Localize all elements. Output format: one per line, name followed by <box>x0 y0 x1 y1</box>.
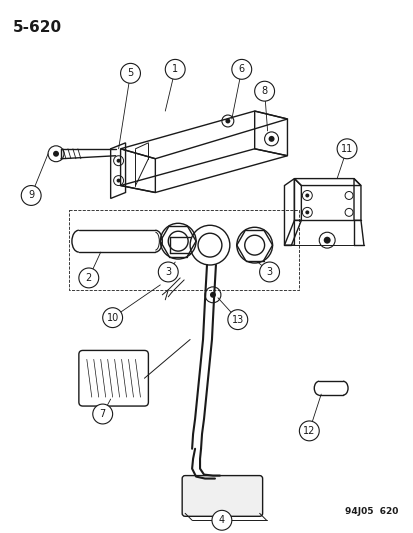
Text: 10: 10 <box>106 313 119 322</box>
Circle shape <box>102 308 122 328</box>
Text: 9: 9 <box>28 190 34 200</box>
Circle shape <box>299 421 318 441</box>
Circle shape <box>165 59 185 79</box>
Text: 11: 11 <box>340 144 352 154</box>
Circle shape <box>93 404 112 424</box>
Text: 13: 13 <box>231 314 243 325</box>
Text: 4: 4 <box>218 515 224 526</box>
FancyBboxPatch shape <box>182 475 262 516</box>
Circle shape <box>78 268 98 288</box>
Circle shape <box>268 136 274 142</box>
Text: 7: 7 <box>100 409 106 419</box>
Circle shape <box>323 237 330 244</box>
Text: 5: 5 <box>127 68 133 78</box>
Circle shape <box>305 193 309 197</box>
Text: 3: 3 <box>266 267 272 277</box>
Circle shape <box>227 310 247 329</box>
Circle shape <box>21 185 41 205</box>
Text: 8: 8 <box>261 86 267 96</box>
Text: 2: 2 <box>85 273 92 283</box>
Text: 5-620: 5-620 <box>13 20 62 35</box>
Circle shape <box>231 59 251 79</box>
Circle shape <box>209 292 216 298</box>
Text: 94J05  620: 94J05 620 <box>344 507 398 516</box>
Text: 6: 6 <box>238 64 244 74</box>
Text: 3: 3 <box>165 267 171 277</box>
Circle shape <box>336 139 356 159</box>
Text: 1: 1 <box>172 64 178 74</box>
Circle shape <box>259 262 279 282</box>
Circle shape <box>225 118 230 124</box>
Circle shape <box>116 159 120 163</box>
Circle shape <box>305 211 309 214</box>
Circle shape <box>116 179 120 183</box>
Text: 12: 12 <box>302 426 315 436</box>
Circle shape <box>120 63 140 83</box>
Circle shape <box>211 511 231 530</box>
Circle shape <box>53 151 59 157</box>
Circle shape <box>254 81 274 101</box>
Circle shape <box>158 262 178 282</box>
